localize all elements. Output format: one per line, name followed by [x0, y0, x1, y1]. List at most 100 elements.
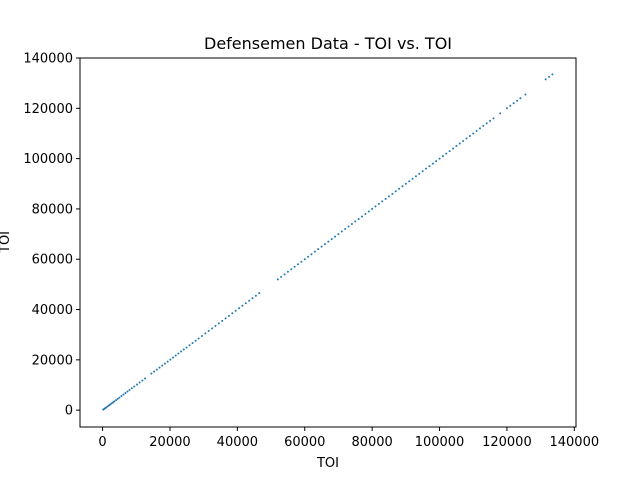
data-point — [120, 395, 123, 398]
data-point — [452, 147, 455, 150]
data-point — [320, 245, 323, 248]
data-point — [124, 392, 127, 395]
data-point — [188, 344, 191, 347]
data-point — [283, 273, 286, 276]
data-point — [133, 385, 136, 388]
data-point — [544, 78, 547, 81]
data-point — [448, 150, 451, 153]
data-point — [153, 370, 156, 373]
data-point — [293, 265, 296, 268]
data-point — [551, 73, 554, 76]
data-point — [317, 248, 320, 251]
data-point — [387, 195, 390, 198]
data-point — [524, 93, 527, 96]
data-point — [414, 175, 417, 178]
data-point — [191, 341, 194, 344]
data-point — [489, 119, 492, 122]
data-point — [509, 104, 512, 107]
data-point — [327, 240, 330, 243]
data-point — [337, 233, 340, 236]
data-point — [381, 200, 384, 203]
x-tick-label: 120000 — [482, 435, 532, 450]
data-point — [404, 182, 407, 185]
data-point — [303, 258, 306, 261]
data-point — [224, 317, 227, 320]
data-point — [425, 167, 428, 170]
data-point — [408, 180, 411, 183]
data-point — [340, 230, 343, 233]
data-point — [394, 190, 397, 193]
data-point — [204, 332, 207, 335]
data-point — [347, 225, 350, 228]
data-point — [384, 197, 387, 200]
data-point — [258, 292, 261, 295]
y-tick-label: 40000 — [32, 303, 73, 318]
data-point — [300, 260, 303, 263]
data-point — [458, 142, 461, 145]
data-point — [411, 177, 414, 180]
data-point — [116, 397, 119, 400]
data-point — [130, 387, 133, 390]
y-tick-label: 80000 — [32, 202, 73, 217]
data-point — [462, 140, 465, 143]
data-point — [276, 278, 279, 281]
data-point — [231, 312, 234, 315]
y-tick-label: 0 — [65, 404, 73, 419]
y-tick-label: 140000 — [23, 52, 73, 67]
y-tick-label: 100000 — [23, 152, 73, 167]
data-point — [158, 366, 161, 369]
data-point — [290, 268, 293, 271]
data-point — [172, 356, 174, 359]
data-point — [344, 228, 347, 231]
data-point — [163, 362, 166, 365]
x-tick-label: 20000 — [149, 435, 190, 450]
x-axis: 0 20000 40000 60000 80000 100000 120000 140000 — [98, 427, 599, 450]
data-point — [475, 129, 478, 132]
data-point — [174, 354, 177, 357]
data-point — [334, 235, 337, 238]
data-point — [468, 134, 471, 137]
data-point — [455, 145, 458, 148]
data-point — [472, 132, 475, 135]
x-tick-label: 80000 — [351, 435, 392, 450]
x-tick-label: 40000 — [217, 435, 258, 450]
data-point — [418, 172, 421, 175]
data-point — [185, 346, 188, 349]
data-point — [505, 107, 508, 110]
data-point — [207, 329, 210, 332]
data-point — [374, 205, 377, 208]
data-point — [313, 250, 316, 253]
data-point — [478, 127, 481, 130]
x-axis-label: TOI — [316, 456, 339, 471]
data-point — [221, 319, 224, 322]
data-point — [118, 396, 121, 399]
y-tick-label: 60000 — [32, 253, 73, 268]
data-point — [113, 400, 116, 403]
data-point — [211, 327, 214, 330]
data-point — [128, 389, 131, 392]
data-point — [364, 212, 367, 215]
data-point — [350, 223, 353, 226]
data-point — [254, 294, 257, 297]
y-tick-label: 120000 — [23, 102, 73, 117]
data-point — [217, 322, 220, 325]
data-point — [135, 383, 138, 386]
data-point — [182, 348, 185, 351]
data-point — [238, 307, 241, 310]
data-point — [251, 297, 254, 300]
data-point — [248, 299, 251, 302]
data-point — [421, 170, 424, 173]
data-point — [144, 377, 147, 380]
data-point — [401, 185, 404, 188]
data-point — [166, 360, 169, 363]
x-tick-label: 100000 — [415, 435, 465, 450]
data-point — [391, 192, 394, 195]
data-point — [438, 157, 441, 160]
data-point — [398, 187, 401, 190]
data-point — [465, 137, 468, 140]
data-point — [200, 334, 203, 337]
y-axis-label: TOI — [0, 231, 13, 254]
data-point — [115, 399, 118, 402]
data-point — [307, 255, 310, 258]
